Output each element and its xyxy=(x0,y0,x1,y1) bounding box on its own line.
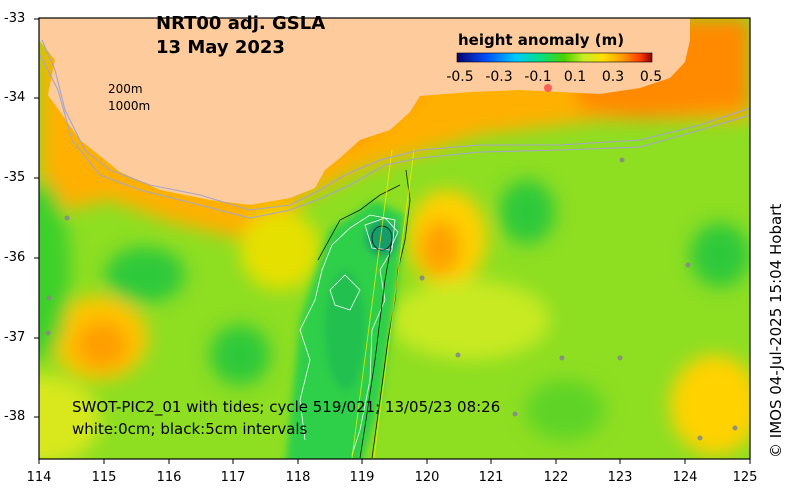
x-tick-label: 125 xyxy=(732,470,758,485)
y-tick-label: -34 xyxy=(4,90,26,105)
x-tick-label: 119 xyxy=(349,470,375,485)
isobath-label-1000m: 1000m xyxy=(108,99,151,113)
x-tick-label: 118 xyxy=(285,470,311,485)
x-tick-label: 123 xyxy=(607,470,633,485)
x-tick-label: 114 xyxy=(26,470,52,485)
colorbar-tick: -0.3 xyxy=(485,69,513,85)
y-tick-label: -35 xyxy=(4,170,26,185)
map-date: 13 May 2023 xyxy=(156,37,285,58)
y-tick-label: -36 xyxy=(4,250,26,265)
colorbar-tick: 0.3 xyxy=(601,69,625,85)
contour-legend-annotation: white:0cm; black:5cm intervals xyxy=(72,420,308,438)
x-tick-label: 117 xyxy=(220,470,246,485)
colorbar-tick: 0.1 xyxy=(563,69,587,85)
x-tick-label: 124 xyxy=(672,470,698,485)
colorbar-tick: -0.5 xyxy=(446,69,474,85)
map-title: NRT00 adj. GSLA xyxy=(156,13,326,34)
y-tick-label: -38 xyxy=(4,409,26,424)
x-tick-label: 115 xyxy=(91,470,117,485)
y-tick-label: -37 xyxy=(4,330,26,345)
x-tick-label: 121 xyxy=(478,470,504,485)
colorbar-tick: 0.5 xyxy=(639,69,663,85)
isobath-label-200m: 200m xyxy=(108,82,143,96)
x-tick-label: 122 xyxy=(543,470,569,485)
sea-level-field xyxy=(39,18,750,459)
swot-annotation: SWOT-PIC2_01 with tides; cycle 519/021; … xyxy=(72,398,501,416)
land-mass xyxy=(39,18,690,205)
plot-frame xyxy=(38,17,751,460)
x-tick-label: 120 xyxy=(414,470,440,485)
colorbar-title: height anomaly (m) xyxy=(458,31,625,49)
y-tick-label: -33 xyxy=(4,11,26,26)
colorbar xyxy=(456,52,653,63)
x-tick-label: 116 xyxy=(156,470,182,485)
imos-credit: © IMOS 04-Jul-2025 15:04 Hobart xyxy=(767,203,785,458)
colorbar-tick: -0.1 xyxy=(524,69,552,85)
